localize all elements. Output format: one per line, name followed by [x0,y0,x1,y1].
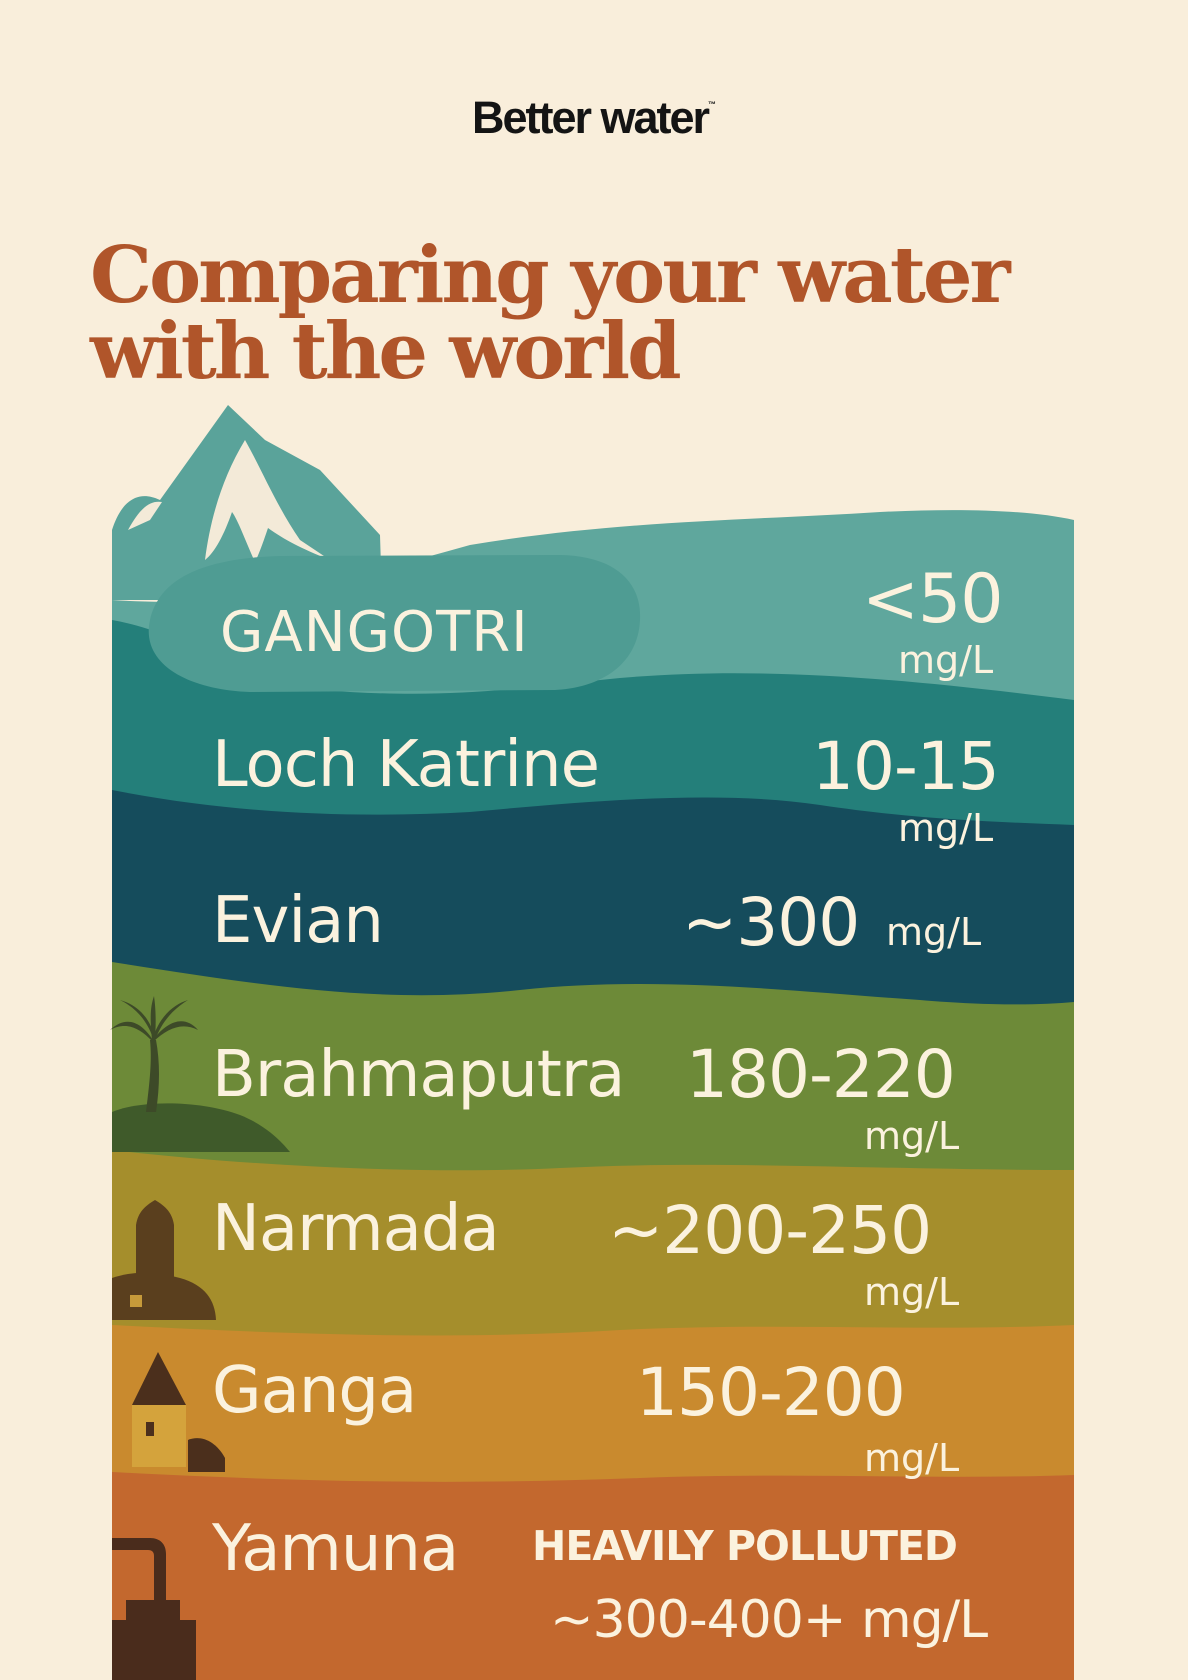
source-name-yamuna: Yamuna [212,1512,459,1586]
source-unit-brahmaputra: mg/L [864,1114,960,1158]
gangotri-badge [148,555,641,692]
source-value-ganga: 150-200 [636,1354,906,1431]
riverbank-ground [112,1103,290,1152]
page-title: Comparing your water with the world [90,230,1011,397]
source-note-yamuna: HEAVILY POLLUTED [532,1522,958,1570]
title-line-2: with the world [90,306,682,397]
mountain-snow-icon [205,440,330,562]
temple-icon [112,1200,216,1320]
source-unit-evian: mg/L [886,910,982,954]
mountain-snow-left-icon [128,501,162,530]
palm-tree-icon [110,996,198,1112]
source-unit-ganga: mg/L [864,1436,960,1480]
brand-name: Better water [471,92,710,143]
source-value-narmada: ~200-250 [608,1192,932,1269]
source-value-yamuna: ~300-400+ mg/L [550,1590,988,1650]
layer-stack [112,510,1074,1680]
source-value-evian: ~300 [682,884,860,961]
source-name-gangotri: GANGOTRI [220,600,529,665]
house-icon [132,1352,225,1472]
layer-yamuna [112,1472,1074,1680]
source-name-evian: Evian [212,884,384,958]
source-name-ganga: Ganga [212,1354,417,1428]
title-line-1: Comparing your water [90,230,1011,321]
source-value-gangotri: <50 [862,560,1004,639]
trademark-mark: ™ [708,100,717,109]
source-value-brahmaputra: 180-220 [686,1036,956,1113]
source-name-loch-katrine: Loch Katrine [212,728,600,802]
source-name-narmada: Narmada [212,1192,500,1266]
source-unit-narmada: mg/L [864,1270,960,1314]
brand-logo: Better water™ [0,92,1188,144]
source-value-loch-katrine: 10-15 [812,728,1000,805]
source-name-brahmaputra: Brahmaputra [212,1038,625,1112]
factory-pipe-icon [112,1538,196,1680]
source-unit-gangotri: mg/L [898,638,994,682]
source-unit-loch-katrine: mg/L [898,806,994,850]
